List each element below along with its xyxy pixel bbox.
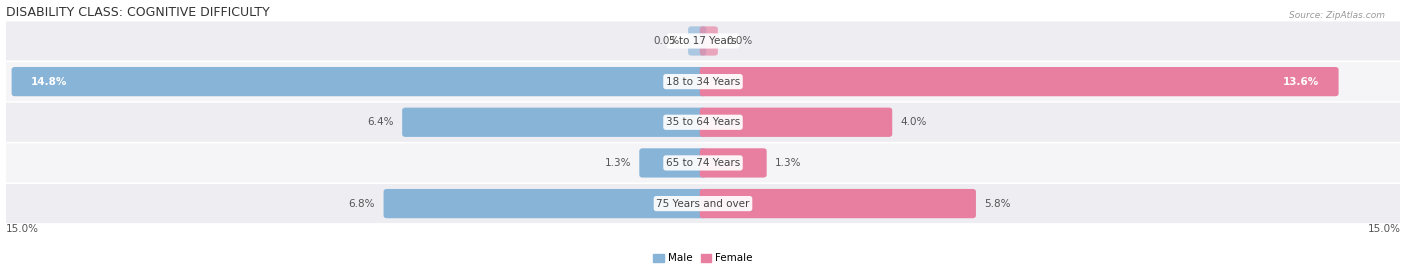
FancyBboxPatch shape — [688, 26, 706, 56]
Text: 18 to 34 Years: 18 to 34 Years — [666, 77, 740, 87]
FancyBboxPatch shape — [384, 189, 706, 218]
FancyBboxPatch shape — [6, 184, 1400, 223]
Text: 13.6%: 13.6% — [1282, 77, 1319, 87]
Text: 0.0%: 0.0% — [727, 36, 752, 46]
Text: 75 Years and over: 75 Years and over — [657, 199, 749, 209]
Text: 5.8%: 5.8% — [984, 199, 1011, 209]
Legend: Male, Female: Male, Female — [654, 254, 752, 264]
Text: 15.0%: 15.0% — [6, 224, 38, 234]
FancyBboxPatch shape — [700, 189, 976, 218]
FancyBboxPatch shape — [700, 108, 893, 137]
Text: 14.8%: 14.8% — [31, 77, 67, 87]
Text: 1.3%: 1.3% — [605, 158, 631, 168]
FancyBboxPatch shape — [6, 143, 1400, 183]
Text: DISABILITY CLASS: COGNITIVE DIFFICULTY: DISABILITY CLASS: COGNITIVE DIFFICULTY — [6, 6, 270, 19]
Text: 4.0%: 4.0% — [901, 117, 927, 127]
Text: Source: ZipAtlas.com: Source: ZipAtlas.com — [1289, 11, 1385, 20]
Text: 65 to 74 Years: 65 to 74 Years — [666, 158, 740, 168]
Text: 1.3%: 1.3% — [775, 158, 801, 168]
Text: 6.8%: 6.8% — [349, 199, 375, 209]
Text: 15.0%: 15.0% — [1368, 224, 1400, 234]
FancyBboxPatch shape — [402, 108, 706, 137]
Text: 35 to 64 Years: 35 to 64 Years — [666, 117, 740, 127]
Text: 5 to 17 Years: 5 to 17 Years — [669, 36, 737, 46]
FancyBboxPatch shape — [700, 148, 766, 178]
FancyBboxPatch shape — [11, 67, 706, 96]
Text: 0.0%: 0.0% — [654, 36, 679, 46]
FancyBboxPatch shape — [700, 67, 1339, 96]
FancyBboxPatch shape — [6, 103, 1400, 142]
FancyBboxPatch shape — [6, 62, 1400, 101]
FancyBboxPatch shape — [700, 26, 718, 56]
FancyBboxPatch shape — [640, 148, 706, 178]
Text: 6.4%: 6.4% — [367, 117, 394, 127]
FancyBboxPatch shape — [6, 21, 1400, 60]
